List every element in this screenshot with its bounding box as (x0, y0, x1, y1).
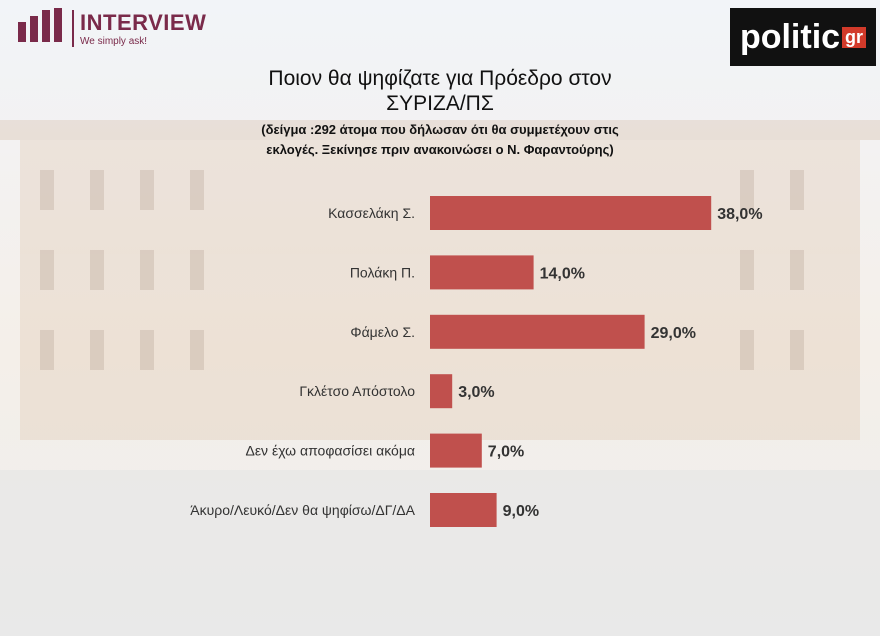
value-label: 29,0% (651, 325, 696, 342)
chart-title: Ποιον θα ψηφίζατε για Πρόεδρο στον ΣΥΡΙΖ… (268, 67, 612, 115)
bar (430, 196, 712, 230)
brand-name: INTERVIEW (80, 10, 207, 35)
value-label: 9,0% (503, 503, 539, 520)
bar (430, 314, 645, 349)
bar (430, 493, 497, 527)
value-label: 14,0% (540, 265, 585, 282)
logo-suffix: gr (842, 26, 867, 48)
category-label: Κασσελάκη Σ. (328, 205, 415, 221)
brand: INTERVIEW We simply ask! (72, 10, 206, 47)
logo-text: politic (739, 17, 841, 56)
bar (430, 255, 534, 290)
bar (430, 374, 453, 409)
source-logo: politic gr (730, 8, 876, 66)
chart-subtitle: (δείγμα :292 άτομα που δήλωσαν ότι θα συ… (261, 122, 619, 157)
category-label: Φάμελο Σ. (350, 324, 415, 340)
category-label: Δεν έχω αποφασίσει ακόμα (245, 443, 415, 459)
bar (430, 433, 482, 468)
category-label: Γκλέτσο Απόστολο (299, 383, 415, 399)
brand-tagline: We simply ask! (80, 36, 148, 47)
category-label: Άκυρο/Λευκό/Δεν θα ψηφίσω/ΔΓ/ΔΑ (190, 502, 415, 518)
category-label: Πολάκη Π. (350, 264, 415, 280)
value-label: 7,0% (488, 444, 524, 461)
value-label: 3,0% (458, 384, 494, 401)
value-label: 38,0% (717, 206, 762, 223)
